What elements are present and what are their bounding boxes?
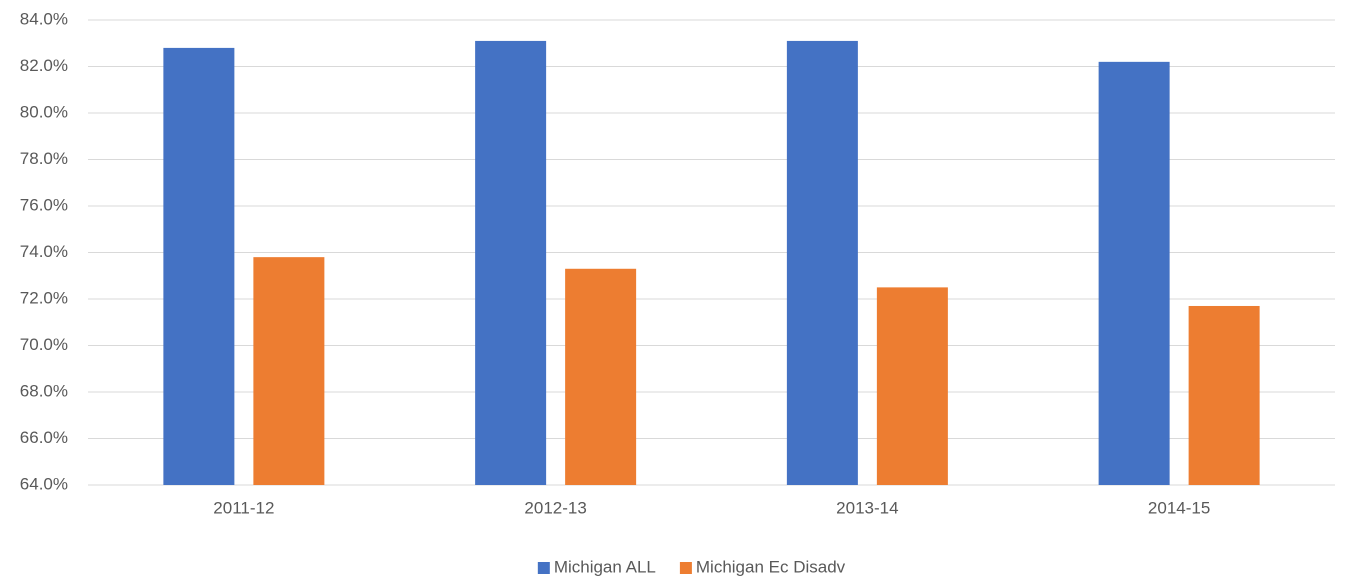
y-tick-label: 66.0% — [20, 428, 68, 447]
bar — [786, 40, 858, 486]
bar — [876, 287, 948, 485]
bar — [1188, 305, 1260, 485]
legend-swatch — [679, 562, 692, 574]
y-tick-label: 68.0% — [20, 381, 68, 400]
legend-label: Michigan ALL — [554, 557, 656, 576]
x-tick-label: 2012-13 — [524, 498, 586, 517]
bar — [475, 40, 547, 486]
y-tick-label: 84.0% — [20, 9, 68, 28]
x-tick-label: 2011-12 — [213, 498, 274, 517]
y-tick-label: 70.0% — [20, 335, 68, 354]
legend-swatch — [537, 562, 550, 574]
x-tick-label: 2014-15 — [1148, 498, 1210, 517]
bar — [1098, 61, 1170, 485]
bar — [253, 257, 325, 485]
y-tick-label: 72.0% — [20, 288, 68, 307]
bar — [565, 268, 637, 485]
y-tick-label: 74.0% — [20, 242, 68, 261]
y-tick-label: 82.0% — [20, 56, 68, 75]
legend-label: Michigan Ec Disadv — [696, 557, 846, 576]
bar — [163, 47, 235, 486]
y-tick-label: 78.0% — [20, 149, 68, 168]
y-tick-label: 64.0% — [20, 474, 68, 493]
y-tick-label: 76.0% — [20, 195, 68, 214]
y-tick-label: 80.0% — [20, 102, 68, 121]
x-tick-label: 2013-14 — [836, 498, 898, 517]
